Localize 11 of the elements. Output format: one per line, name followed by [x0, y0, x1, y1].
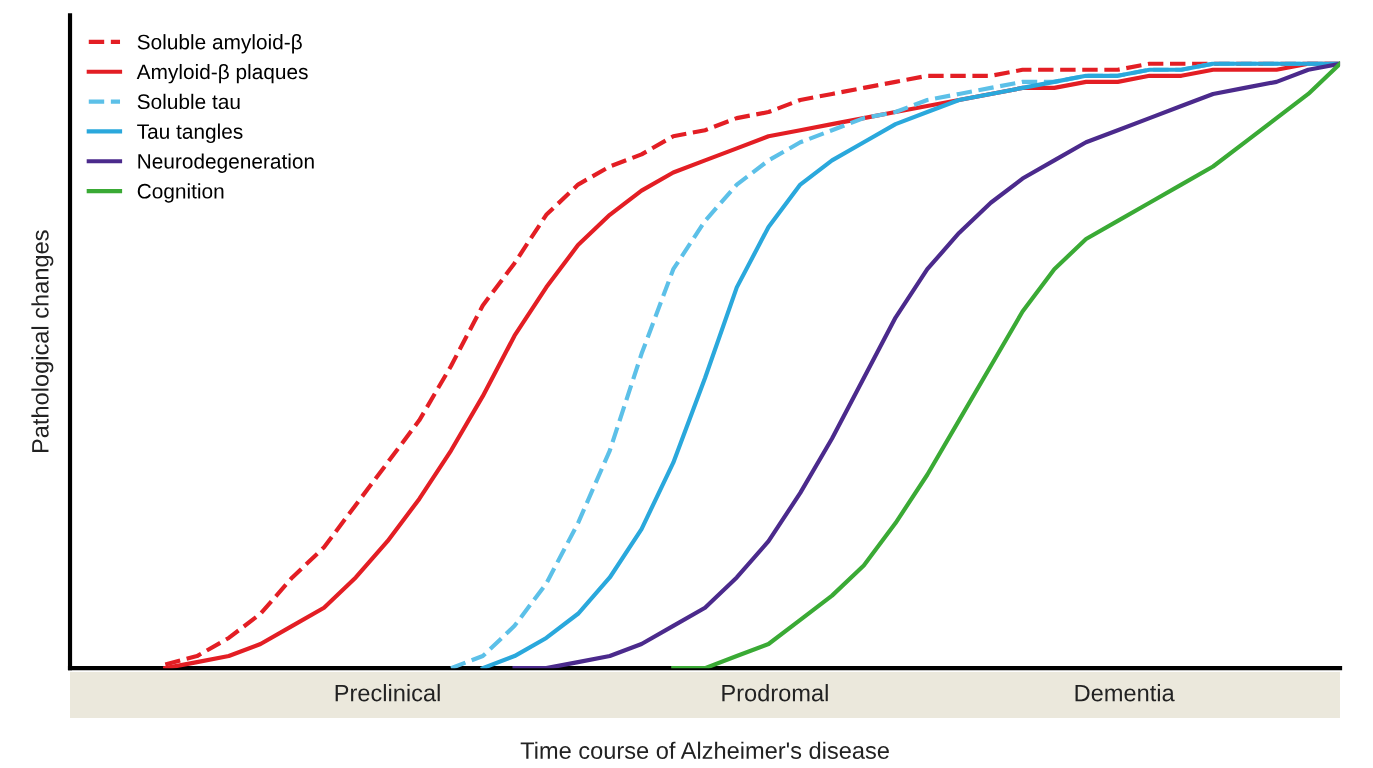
- text: Preclinical: [335, 684, 440, 702]
- x-axis-title: Time course of Alzheimer's disease: [520, 741, 889, 759]
- text: Dementia: [1075, 684, 1175, 702]
- legend-label: Cognition: [137, 183, 224, 203]
- text: Prodromal: [722, 684, 828, 702]
- legend-label: Soluble tau: [137, 93, 240, 110]
- legend-label: Soluble amyloid-β: [137, 34, 302, 54]
- legend-label: Neurodegeneration: [138, 153, 314, 173]
- legend-label: Tau tangles: [137, 123, 243, 144]
- y-axis-title: Pathological changes: [31, 230, 54, 453]
- legend-label: Amyloid-β plaques: [136, 63, 308, 84]
